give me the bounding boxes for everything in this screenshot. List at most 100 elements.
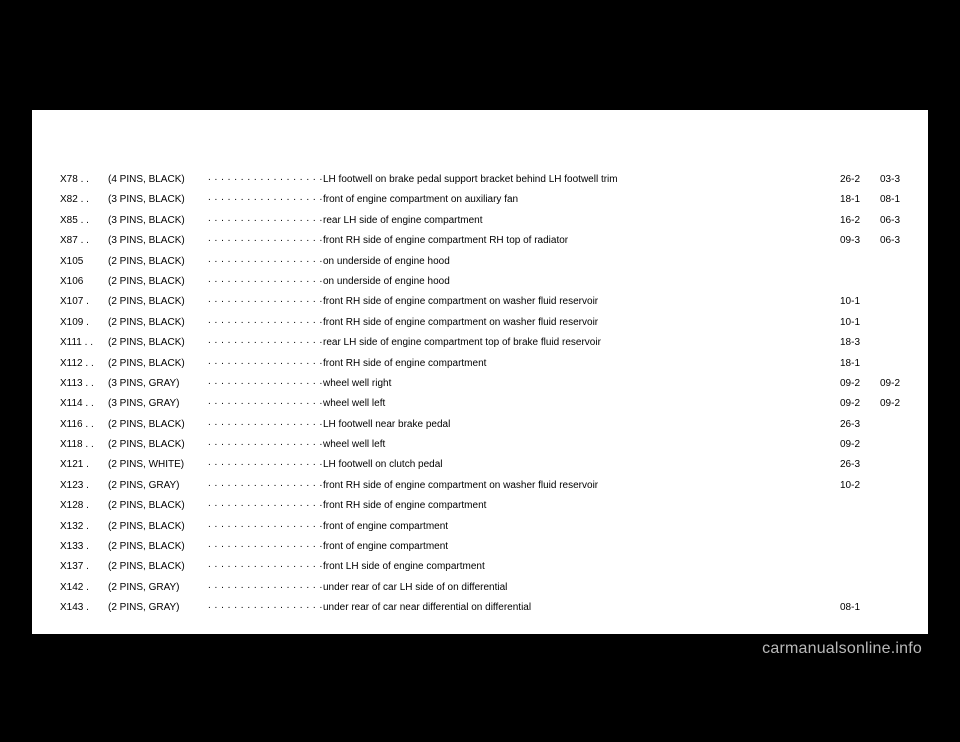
page-ref-2: 06-3 bbox=[860, 213, 900, 233]
page-ref-2 bbox=[860, 294, 900, 314]
connector-code: X118 . . bbox=[60, 437, 108, 457]
connector-pins: (2 PINS, BLACK) bbox=[108, 417, 208, 437]
table-row: X142 .(2 PINS, GRAY) under rear of car LH… bbox=[60, 580, 900, 600]
page-ref-2 bbox=[860, 539, 900, 559]
connector-pins: (2 PINS, GRAY) bbox=[108, 478, 208, 498]
connector-pins: (2 PINS, BLACK) bbox=[108, 274, 208, 294]
connector-code: X128 . bbox=[60, 498, 108, 518]
connector-pins: (2 PINS, GRAY) bbox=[108, 600, 208, 620]
connector-pins: (2 PINS, BLACK) bbox=[108, 294, 208, 314]
connector-code: X112 . . bbox=[60, 356, 108, 376]
connector-pins: (3 PINS, BLACK) bbox=[108, 213, 208, 233]
page-ref-2 bbox=[860, 559, 900, 579]
connector-location: on underside of engine hood bbox=[323, 254, 820, 274]
leader-dots bbox=[208, 274, 323, 294]
table-row: X133 .(2 PINS, BLACK) front of engine com… bbox=[60, 539, 900, 559]
page-ref-1 bbox=[820, 580, 860, 600]
connector-pins: (2 PINS, BLACK) bbox=[108, 315, 208, 335]
table-row: X113 . .(3 PINS, GRAY) wheel well right 09… bbox=[60, 376, 900, 396]
table-row: X114 . .(3 PINS, GRAY)wheel well left09-… bbox=[60, 396, 900, 416]
page-ref-1: 09-2 bbox=[820, 437, 860, 457]
leader-dots bbox=[208, 559, 323, 579]
connector-location: front of engine compartment bbox=[323, 539, 820, 559]
connector-location: front RH side of engine compartment on w… bbox=[323, 294, 820, 314]
page-ref-2 bbox=[860, 519, 900, 539]
table-row: X109 .(2 PINS, BLACK) front RH side of en… bbox=[60, 315, 900, 335]
page-ref-1: 26-3 bbox=[820, 417, 860, 437]
leader-dots bbox=[208, 294, 323, 314]
leader-dots bbox=[208, 192, 323, 212]
connector-pins: (3 PINS, GRAY) bbox=[108, 376, 208, 396]
table-row: X123 .(2 PINS, GRAY)front RH side of eng… bbox=[60, 478, 900, 498]
leader-dots bbox=[208, 396, 323, 416]
table-row: X132 .(2 PINS, BLACK)front of engine com… bbox=[60, 519, 900, 539]
page-ref-1 bbox=[820, 559, 860, 579]
page-ref-1 bbox=[820, 498, 860, 518]
connector-location: front of engine compartment on auxiliary… bbox=[323, 192, 820, 212]
leader-dots bbox=[208, 600, 323, 620]
connector-code: X137 . bbox=[60, 559, 108, 579]
page-ref-1: 10-1 bbox=[820, 315, 860, 335]
leader-dots bbox=[208, 315, 323, 335]
connector-location: under rear of car LH side of on differen… bbox=[323, 580, 820, 600]
leader-dots bbox=[208, 356, 323, 376]
connector-code: X82 . . bbox=[60, 192, 108, 212]
document-page: X78 . .(4 PINS, BLACK)LH footwell on bra… bbox=[32, 110, 928, 634]
page-ref-2 bbox=[860, 437, 900, 457]
connector-location: LH footwell on brake pedal support brack… bbox=[323, 172, 820, 192]
connector-code: X121 . bbox=[60, 457, 108, 477]
connector-code: X78 . . bbox=[60, 172, 108, 192]
connector-pins: (2 PINS, WHITE) bbox=[108, 457, 208, 477]
connector-code: X132 . bbox=[60, 519, 108, 539]
connector-code: X123 . bbox=[60, 478, 108, 498]
page-ref-1: 09-2 bbox=[820, 396, 860, 416]
page-ref-2: 09-2 bbox=[860, 396, 900, 416]
page-ref-2 bbox=[860, 254, 900, 274]
connector-pins: (2 PINS, BLACK) bbox=[108, 254, 208, 274]
connector-pins: (2 PINS, BLACK) bbox=[108, 519, 208, 539]
table-row: X137 .(2 PINS, BLACK)front LH side of en… bbox=[60, 559, 900, 579]
connector-pins: (2 PINS, BLACK) bbox=[108, 437, 208, 457]
connector-code: X142 . bbox=[60, 580, 108, 600]
connector-code: X114 . . bbox=[60, 396, 108, 416]
page-ref-2 bbox=[860, 356, 900, 376]
connector-code: X109 . bbox=[60, 315, 108, 335]
leader-dots bbox=[208, 376, 323, 396]
connector-location: front RH side of engine compartment on w… bbox=[323, 315, 820, 335]
table-row: X121 .(2 PINS, WHITE)LH footwell on clut… bbox=[60, 457, 900, 477]
leader-dots bbox=[208, 580, 323, 600]
table-row: X85 . .(3 PINS, BLACK) rear LH side of en… bbox=[60, 213, 900, 233]
connector-pins: (2 PINS, BLACK) bbox=[108, 356, 208, 376]
connector-table: X78 . .(4 PINS, BLACK)LH footwell on bra… bbox=[60, 172, 900, 621]
connector-location: rear LH side of engine compartment bbox=[323, 213, 820, 233]
leader-dots bbox=[208, 519, 323, 539]
table-row: X107 .(2 PINS, BLACK) front RH side of en… bbox=[60, 294, 900, 314]
connector-location: rear LH side of engine compartment top o… bbox=[323, 335, 820, 355]
connector-pins: (2 PINS, BLACK) bbox=[108, 539, 208, 559]
connector-location: front LH side of engine compartment bbox=[323, 559, 820, 579]
page-ref-1: 08-1 bbox=[820, 600, 860, 620]
page-ref-1 bbox=[820, 274, 860, 294]
connector-code: X85 . . bbox=[60, 213, 108, 233]
page-ref-2: 09-2 bbox=[860, 376, 900, 396]
connector-code: X133 . bbox=[60, 539, 108, 559]
table-row: X78 . .(4 PINS, BLACK)LH footwell on bra… bbox=[60, 172, 900, 192]
page-ref-2 bbox=[860, 274, 900, 294]
connector-code: X106 bbox=[60, 274, 108, 294]
connector-table-body: X78 . .(4 PINS, BLACK)LH footwell on bra… bbox=[60, 172, 900, 621]
page-ref-2 bbox=[860, 417, 900, 437]
page-ref-1: 10-1 bbox=[820, 294, 860, 314]
page-ref-1: 10-2 bbox=[820, 478, 860, 498]
leader-dots bbox=[208, 233, 323, 253]
connector-pins: (2 PINS, GRAY) bbox=[108, 580, 208, 600]
connector-code: X87 . . bbox=[60, 233, 108, 253]
connector-code: X113 . . bbox=[60, 376, 108, 396]
connector-location: wheel well right bbox=[323, 376, 820, 396]
page-ref-2 bbox=[860, 580, 900, 600]
connector-location: wheel well left bbox=[323, 437, 820, 457]
connector-code: X111 . . bbox=[60, 335, 108, 355]
table-row: X112 . .(2 PINS, BLACK)front RH side of … bbox=[60, 356, 900, 376]
connector-code: X107 . bbox=[60, 294, 108, 314]
page-ref-2: 06-3 bbox=[860, 233, 900, 253]
page-ref-1 bbox=[820, 539, 860, 559]
